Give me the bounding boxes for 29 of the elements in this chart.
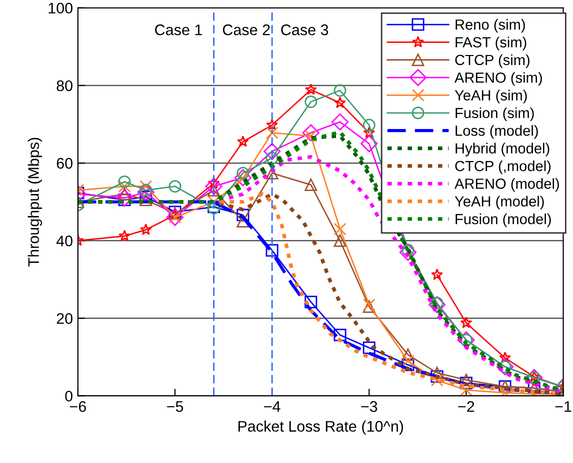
legend-label: YeAH (sim) xyxy=(454,90,527,104)
legend-label: Reno (sim) xyxy=(456,19,525,33)
y-tick-label: 60 xyxy=(56,158,72,169)
legend-label: ARENO (sim) xyxy=(454,72,542,86)
x-tick-label: −3 xyxy=(361,401,378,412)
legend-label: Hybrid (model) xyxy=(456,142,550,156)
x-tick-label: −1 xyxy=(555,401,572,412)
legend-label: Fusion (model) xyxy=(456,214,551,228)
annotation: Case 3 xyxy=(281,24,328,36)
x-tick-label: −5 xyxy=(167,401,184,412)
y-tick-label: 0 xyxy=(65,390,72,402)
x-tick-label: −6 xyxy=(70,401,86,412)
y-tick-label: 20 xyxy=(56,313,72,324)
legend-label: CTCP (,model) xyxy=(455,160,551,174)
legend-label: CTCP (sim) xyxy=(455,54,530,68)
y-tick-label: 80 xyxy=(56,80,72,92)
legend-label: YeAH (model) xyxy=(454,196,544,210)
legend-label: Loss (model) xyxy=(456,125,538,139)
legend-label: FAST (sim) xyxy=(456,36,526,50)
x-axis-title: Packet Loss Rate (10^n) xyxy=(238,420,404,435)
legend-label: Fusion (sim) xyxy=(456,107,534,122)
y-tick-label: 100 xyxy=(48,2,72,14)
legend-label: ARENO (model) xyxy=(454,178,559,192)
annotation: Case 2 xyxy=(222,24,270,36)
x-tick-label: −4 xyxy=(264,401,280,412)
y-axis-title: Throughput (Mbps) xyxy=(28,138,42,266)
annotation: Case 1 xyxy=(155,24,202,36)
x-tick-label: −2 xyxy=(458,401,474,412)
y-tick-label: 40 xyxy=(56,236,72,246)
